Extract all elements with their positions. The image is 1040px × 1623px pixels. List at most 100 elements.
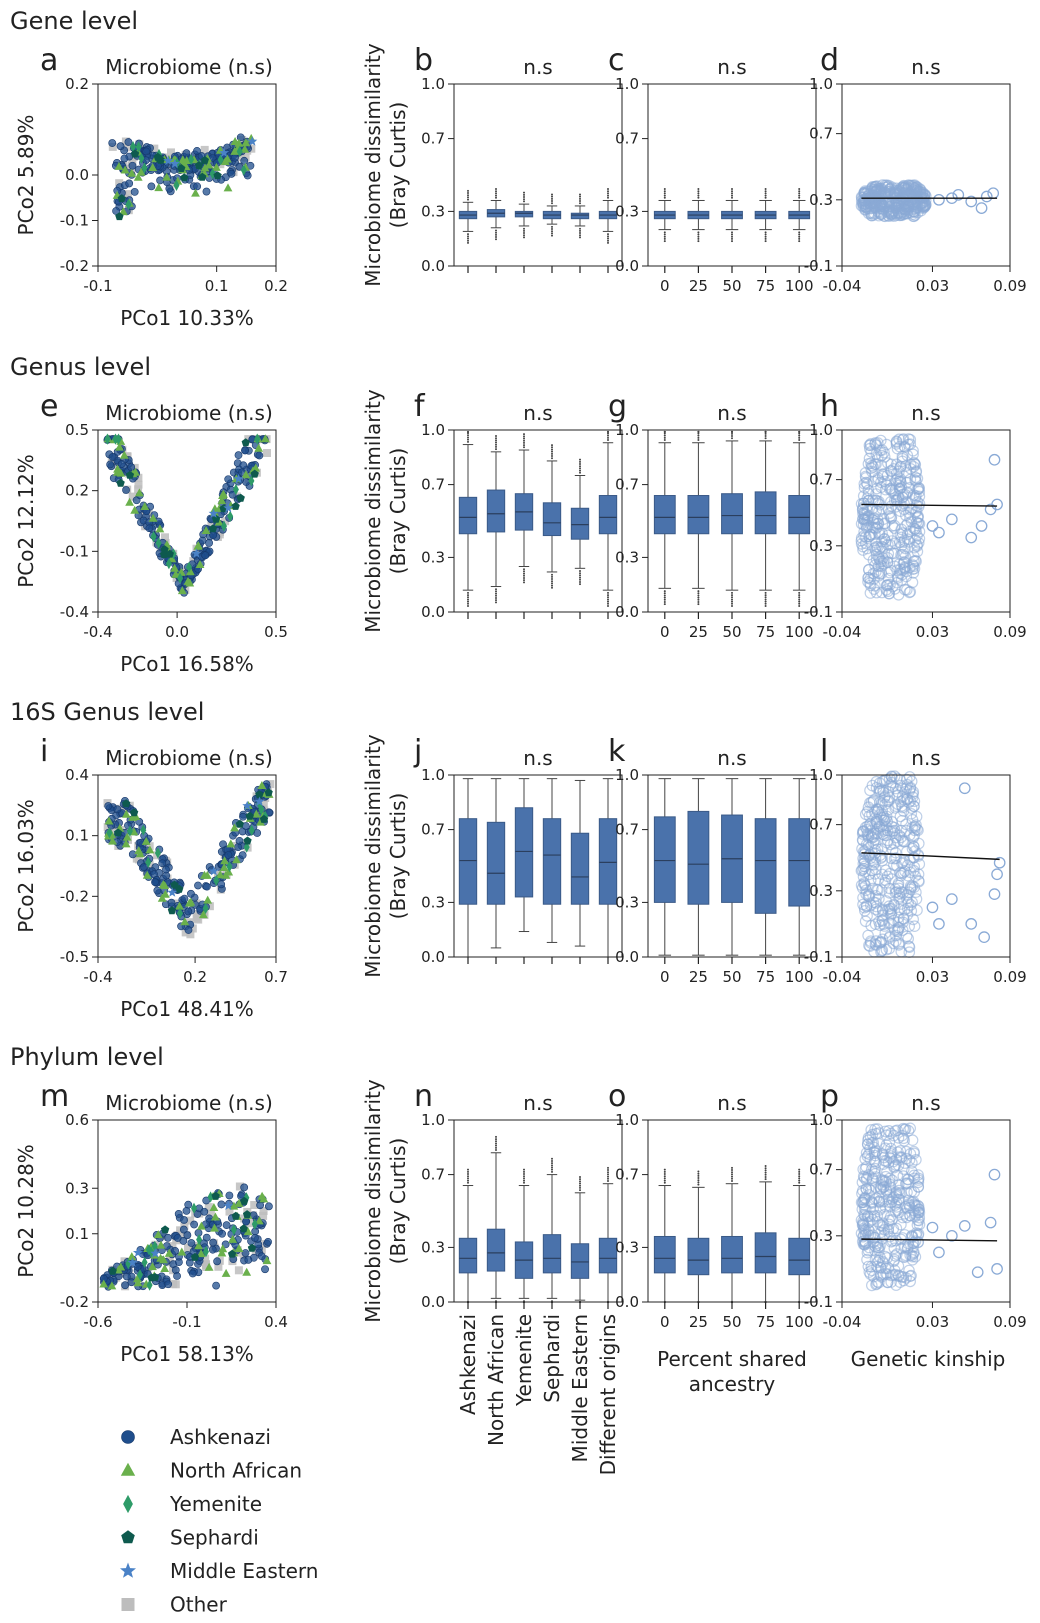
kinship-point: [889, 1268, 901, 1281]
pcoa-point: [116, 1262, 126, 1271]
pcoa-point: [135, 849, 145, 858]
pcoa-point: [228, 1234, 238, 1243]
box-flier: [495, 196, 497, 199]
box-flier: [579, 469, 581, 472]
pcoa-point: [104, 433, 111, 445]
pcoa-point: [225, 1191, 234, 1200]
kinship-point: [870, 1278, 882, 1291]
box-flier: [523, 572, 525, 575]
y-tick-label: 1.0: [615, 766, 639, 784]
pcoa-points: [108, 133, 258, 221]
box-fliers: [731, 188, 733, 243]
kinship-point: [876, 933, 889, 946]
panel-label: e: [40, 389, 58, 424]
row-3: Phylum level m Microbiome (n.s) -0.2 0.1 0.3 0…: [10, 1043, 1027, 1475]
x-tick-label: 0: [660, 623, 670, 641]
kinship-point: [880, 895, 892, 907]
box-flier: [731, 594, 733, 597]
pcoa-point: [194, 881, 202, 890]
x-tick-label: 0.09: [993, 277, 1026, 295]
box-flier: [764, 430, 767, 433]
panel-label: k: [608, 734, 626, 769]
kinship-point: [878, 518, 891, 530]
x-tick-label: -0.1: [172, 1313, 201, 1331]
pcoa-point: [254, 443, 264, 452]
box-3: [754, 1165, 777, 1303]
y-tick-label: 0.3: [809, 191, 833, 209]
legend-item: Yemenite: [123, 1492, 262, 1516]
box-flier: [764, 233, 767, 236]
pcoa-point: [242, 1217, 250, 1226]
pcoa-point: [173, 1234, 182, 1242]
box-flier: [731, 196, 733, 199]
x-tick-label: -0.1: [83, 277, 112, 295]
pcoa-point: [188, 153, 195, 166]
box-2: [721, 778, 743, 956]
kinship-point: [900, 1152, 913, 1165]
box-0: [458, 1168, 478, 1303]
kinship-point: [869, 193, 882, 205]
kinship-point: [908, 541, 921, 554]
box-flier: [495, 1140, 497, 1143]
kinship-point: [945, 893, 958, 905]
pcoa-point: [133, 172, 143, 181]
box-body: [598, 1237, 618, 1274]
box-flier: [579, 232, 581, 235]
box-flier: [551, 457, 553, 460]
box-flier: [731, 233, 733, 236]
kinship-point: [908, 800, 920, 812]
x-axis-label: Percent shared: [657, 1347, 807, 1371]
kinship-point: [952, 189, 965, 201]
panel-title: n.s: [523, 746, 552, 770]
kinship-point: [988, 888, 1001, 900]
box-4: [570, 779, 590, 947]
y-axis-label-line1: Microbiome dissimilarity: [361, 43, 385, 287]
pcoa-point: [234, 451, 243, 460]
kinship-point: [865, 209, 878, 222]
pcoa-point: [170, 880, 179, 889]
box-body: [570, 212, 590, 220]
box-flier: [764, 1167, 767, 1170]
box-flier: [798, 188, 801, 191]
kinship-point: [882, 585, 894, 598]
pcoa-point: [108, 139, 117, 147]
pcoa-point: [120, 154, 129, 163]
box-flier: [731, 1179, 733, 1182]
box-flier: [798, 1177, 801, 1180]
kinship-point: [869, 1254, 882, 1266]
box-flier: [798, 190, 801, 193]
box-flier: [663, 1175, 666, 1178]
kinship-point: [911, 483, 924, 495]
pcoa-point: [180, 917, 190, 926]
box-body: [687, 1237, 710, 1276]
pcoa-point: [213, 874, 220, 887]
box-3: [754, 430, 777, 607]
kinship-point: [868, 572, 880, 585]
panel-title: n.s: [717, 55, 746, 79]
pcoa-point: [122, 486, 130, 494]
pcoa-point: [201, 526, 211, 534]
pcoa-points: [103, 433, 271, 597]
box-1: [486, 188, 506, 241]
pcoa-point: [215, 870, 225, 879]
pcoa-point: [171, 1280, 180, 1289]
pcoa-point: [217, 1248, 227, 1257]
kinship-point: [911, 904, 923, 916]
box-flier: [697, 439, 700, 442]
pcoa-point: [191, 1202, 197, 1214]
box-flier: [798, 1175, 801, 1178]
pcoa-point: [124, 138, 133, 146]
pcoa-point: [240, 1183, 249, 1192]
kinship-point: [892, 911, 905, 924]
box-flier: [551, 448, 553, 451]
kinship-point: [891, 442, 904, 455]
kinship-point: [883, 483, 896, 496]
box-flier: [495, 441, 497, 444]
box-flier: [663, 233, 666, 236]
kinship-point: [890, 1186, 902, 1199]
y-tick-label: 0.7: [421, 1166, 445, 1184]
kinship-point: [869, 1149, 881, 1162]
box-flier: [551, 234, 553, 237]
y-tick-label: 0.1: [65, 1225, 89, 1243]
box-body: [570, 1243, 590, 1279]
